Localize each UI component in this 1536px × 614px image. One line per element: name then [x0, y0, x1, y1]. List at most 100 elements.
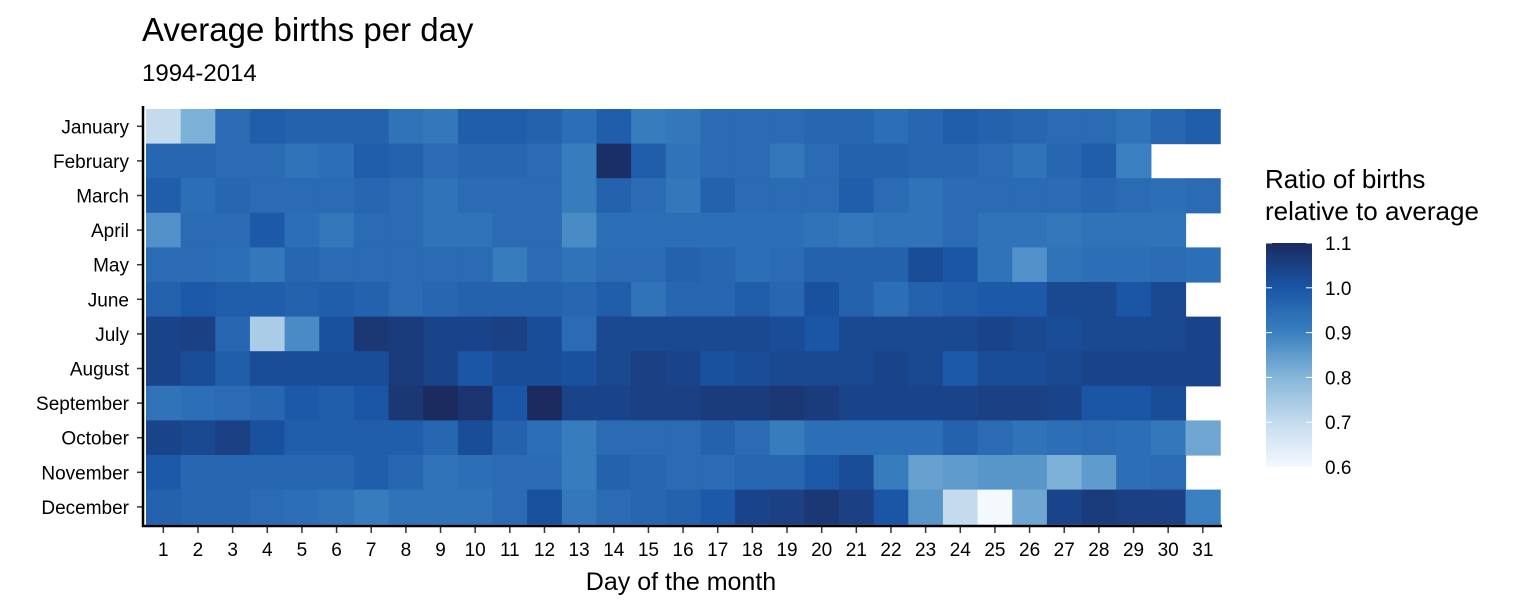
x-tick-label: 26: [1019, 540, 1040, 561]
heatmap-cell: [1081, 420, 1117, 456]
heatmap-cell: [769, 316, 805, 352]
heatmap-cell: [249, 143, 286, 179]
heatmap-cell: [700, 489, 736, 525]
heatmap-cell: [423, 455, 459, 491]
heatmap-cell: [1150, 316, 1187, 352]
heatmap-cell: [249, 455, 286, 491]
heatmap-cell: [180, 351, 216, 387]
heatmap-cell: [804, 316, 840, 352]
heatmap-cell: [146, 489, 182, 525]
heatmap-cell: [561, 247, 598, 283]
heatmap-cell: [1185, 109, 1221, 145]
heatmap-cell: [1012, 420, 1048, 456]
heatmap-cell: [527, 351, 563, 387]
heatmap-cell: [284, 212, 320, 248]
heatmap-cell: [700, 420, 736, 456]
heatmap-cell: [804, 385, 840, 421]
heatmap-cell: [180, 212, 216, 248]
heatmap-cell: [631, 212, 667, 248]
heatmap-cell: [1081, 385, 1117, 421]
x-tick-label: 9: [435, 540, 446, 561]
x-tick-label: 6: [331, 540, 342, 561]
heatmap-cell: [596, 316, 632, 352]
heatmap-cell: [1116, 316, 1152, 352]
heatmap-cell: [700, 212, 736, 248]
heatmap-cell: [319, 455, 355, 491]
heatmap-cell: [665, 282, 701, 318]
heatmap-cell: [457, 316, 494, 352]
heatmap-cell: [977, 351, 1013, 387]
heatmap-cell: [873, 282, 909, 318]
heatmap-cell: [249, 385, 286, 421]
heatmap-cell: [942, 489, 979, 525]
heatmap-cell: [700, 178, 736, 214]
heatmap-cell: [665, 109, 701, 145]
heatmap-cell: [215, 351, 251, 387]
heatmap-cell: [700, 109, 736, 145]
heatmap-cell: [527, 212, 563, 248]
heatmap-cell: [769, 455, 805, 491]
heatmap-cell: [180, 455, 216, 491]
heatmap-cell: [180, 282, 216, 318]
heatmap-cell: [942, 282, 979, 318]
heatmap-cell: [1012, 316, 1048, 352]
heatmap-cell: [908, 109, 944, 145]
heatmap-cell: [1046, 247, 1083, 283]
heatmap-cell: [596, 420, 632, 456]
heatmap-cell: [1150, 455, 1187, 491]
heatmap-cell: [284, 420, 320, 456]
heatmap-cell: [388, 282, 424, 318]
heatmap-cells: [146, 109, 1221, 525]
heatmap-cell: [769, 109, 805, 145]
heatmap-cell: [1116, 178, 1152, 214]
heatmap-cell: [180, 385, 216, 421]
heatmap-cell: [423, 282, 459, 318]
heatmap-cell: [1150, 178, 1187, 214]
heatmap-cell: [942, 385, 979, 421]
heatmap-cell: [1116, 212, 1152, 248]
heatmap-cell: [353, 385, 390, 421]
heatmap-cell: [561, 385, 598, 421]
heatmap-cell: [977, 420, 1013, 456]
heatmap-cell: [457, 385, 494, 421]
heatmap-cell: [492, 143, 528, 179]
heatmap-cell: [1185, 351, 1221, 387]
heatmap-cell: [735, 143, 771, 179]
heatmap-cell: [665, 143, 701, 179]
heatmap-cell: [353, 420, 390, 456]
heatmap-cell: [977, 143, 1013, 179]
heatmap-cell: [146, 212, 182, 248]
heatmap-cell: [631, 247, 667, 283]
heatmap-cell: [735, 316, 771, 352]
heatmap-cell: [873, 178, 909, 214]
heatmap-cell: [769, 212, 805, 248]
heatmap-cell: [319, 420, 355, 456]
heatmap-cell: [1185, 420, 1221, 456]
heatmap-cell: [527, 316, 563, 352]
heatmap-cell: [423, 143, 459, 179]
heatmap-cell: [1046, 282, 1083, 318]
heatmap-cell: [804, 143, 840, 179]
legend-tick-label: 0.6: [1325, 458, 1351, 479]
heatmap-cell: [561, 489, 598, 525]
heatmap-cell: [839, 109, 875, 145]
heatmap-cell: [804, 212, 840, 248]
heatmap-cell: [908, 455, 944, 491]
heatmap-cell: [423, 385, 459, 421]
heatmap-cell: [1150, 489, 1187, 525]
heatmap-cell: [146, 351, 182, 387]
heatmap-cell: [1046, 212, 1083, 248]
heatmap-cell: [1046, 385, 1083, 421]
y-tick-label: August: [70, 360, 130, 381]
heatmap-cell: [665, 178, 701, 214]
heatmap-cell: [700, 316, 736, 352]
heatmap-cell: [319, 316, 355, 352]
heatmap-cell: [249, 178, 286, 214]
heatmap-cell: [839, 143, 875, 179]
y-tick-label: October: [61, 429, 129, 450]
heatmap-cell: [908, 282, 944, 318]
heatmap-cell: [596, 351, 632, 387]
chart-title: Average births per day: [142, 11, 474, 48]
heatmap-cell: [319, 178, 355, 214]
heatmap-cell: [457, 420, 494, 456]
